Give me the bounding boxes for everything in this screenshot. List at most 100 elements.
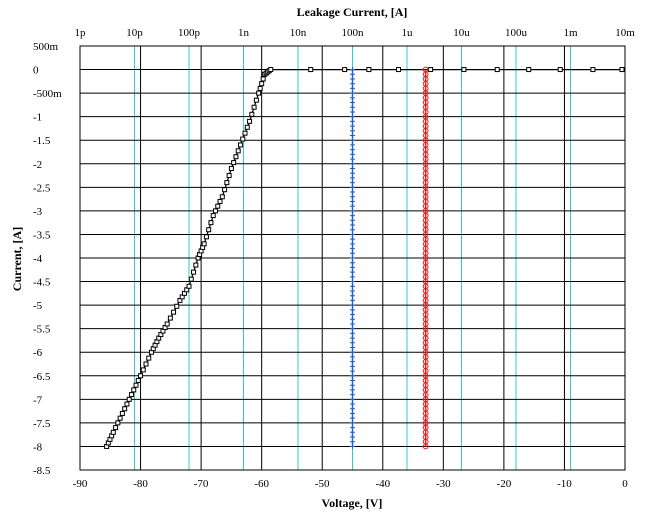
data-point-square bbox=[526, 67, 532, 73]
data-point-plus bbox=[350, 198, 355, 204]
data-point-square bbox=[242, 130, 248, 136]
top-tick-label: 1n bbox=[238, 27, 250, 39]
data-point-plus bbox=[350, 208, 355, 214]
tick-labels: 1p 10p 100p 1n 10n 100n 1u 10u 100u 1m 10m-90 -80 -7… bbox=[33, 27, 635, 490]
data-point-plus bbox=[350, 222, 355, 228]
data-point-plus bbox=[350, 288, 355, 294]
bottom-tick-label: -10 bbox=[557, 478, 572, 490]
data-point-plus bbox=[350, 359, 355, 365]
data-point-plus bbox=[350, 81, 355, 87]
data-point-plus bbox=[350, 194, 355, 200]
data-point-plus bbox=[350, 76, 355, 82]
data-point-plus bbox=[350, 406, 355, 412]
data-point-square bbox=[557, 67, 563, 73]
data-point-plus bbox=[350, 443, 355, 449]
left-tick-label: -3 bbox=[33, 206, 43, 218]
data-point-square bbox=[126, 396, 132, 402]
data-point-square bbox=[193, 262, 199, 268]
bottom-tick-label: -50 bbox=[315, 478, 330, 490]
left-tick-label: -4 bbox=[33, 253, 43, 265]
plot-frame bbox=[79, 45, 626, 471]
data-point-square bbox=[122, 406, 128, 412]
top-tick-label: 100u bbox=[505, 27, 528, 39]
data-point-square bbox=[428, 67, 434, 73]
data-point-plus bbox=[350, 279, 355, 285]
top-tick-label: 100n bbox=[342, 27, 365, 39]
data-point-square bbox=[115, 420, 121, 426]
data-point-plus bbox=[350, 368, 355, 374]
data-point-square bbox=[143, 361, 149, 367]
data-point-square bbox=[259, 81, 265, 87]
data-point-plus bbox=[350, 373, 355, 379]
left-tick-label: -1 bbox=[33, 112, 42, 124]
data-point-plus bbox=[350, 312, 355, 318]
data-point-plus bbox=[350, 142, 355, 148]
data-point-plus bbox=[350, 231, 355, 237]
data-point-plus bbox=[350, 439, 355, 445]
data-point-square bbox=[146, 355, 152, 361]
data-point-plus bbox=[350, 302, 355, 308]
data-point-square bbox=[251, 104, 257, 110]
data-point-plus bbox=[350, 434, 355, 440]
left-tick-label: -8.5 bbox=[33, 465, 51, 477]
top-tick-label: 10p bbox=[126, 27, 143, 39]
top-tick-label: 1u bbox=[402, 27, 414, 39]
top-tick-label: 10m bbox=[615, 27, 635, 39]
data-point-square bbox=[233, 154, 239, 160]
data-point-plus bbox=[350, 90, 355, 96]
data-point-plus bbox=[350, 335, 355, 341]
data-point-square bbox=[256, 90, 262, 96]
data-point-square bbox=[228, 165, 234, 171]
bottom-tick-label: -80 bbox=[133, 478, 148, 490]
data-point-plus bbox=[350, 184, 355, 190]
data-point-plus bbox=[350, 104, 355, 110]
left-tick-label: -8 bbox=[33, 441, 43, 453]
left-tick-label: -5 bbox=[33, 300, 43, 312]
left-tick-label: -7 bbox=[33, 394, 43, 406]
data-point-plus bbox=[350, 392, 355, 398]
left-tick-label: 500m bbox=[33, 41, 59, 53]
data-point-plus bbox=[350, 429, 355, 435]
data-point-plus bbox=[350, 170, 355, 176]
data-point-square bbox=[247, 118, 253, 124]
data-point-plus bbox=[350, 387, 355, 393]
data-point-square bbox=[619, 67, 625, 73]
data-point-plus bbox=[350, 260, 355, 266]
data-point-square bbox=[260, 76, 266, 82]
data-point-plus bbox=[350, 71, 355, 77]
data-point-plus bbox=[350, 377, 355, 383]
bottom-tick-label: -60 bbox=[254, 478, 269, 490]
data-point-plus bbox=[350, 236, 355, 242]
data-point-plus bbox=[350, 330, 355, 336]
data-point-square bbox=[210, 213, 216, 219]
data-point-plus bbox=[350, 241, 355, 247]
data-point-plus bbox=[350, 246, 355, 252]
data-point-square bbox=[231, 160, 237, 166]
data-point-plus bbox=[350, 250, 355, 256]
data-point-square bbox=[222, 187, 228, 193]
bottom-tick-label: -30 bbox=[436, 478, 451, 490]
data-point-square bbox=[138, 373, 144, 379]
top-tick-label: 1p bbox=[75, 27, 87, 39]
data-point-plus bbox=[350, 156, 355, 162]
data-point-plus bbox=[350, 307, 355, 313]
data-point-plus bbox=[350, 420, 355, 426]
data-point-square bbox=[396, 67, 402, 73]
data-point-plus bbox=[350, 189, 355, 195]
data-point-plus bbox=[350, 67, 355, 73]
data-point-square bbox=[117, 415, 123, 421]
bottom-tick-label: -90 bbox=[73, 478, 88, 490]
top-tick-label: 10u bbox=[453, 27, 470, 39]
data-point-circle bbox=[422, 66, 429, 73]
data-point-plus bbox=[350, 363, 355, 369]
data-point-plus bbox=[350, 114, 355, 120]
data-point-square bbox=[203, 234, 209, 240]
series-layer bbox=[104, 66, 625, 450]
data-point-plus bbox=[350, 382, 355, 388]
data-point-plus bbox=[350, 293, 355, 299]
data-point-square bbox=[212, 208, 218, 214]
bottom-tick-label: -70 bbox=[194, 478, 209, 490]
data-point-square bbox=[174, 303, 180, 309]
data-point-plus bbox=[350, 264, 355, 270]
data-point-square bbox=[461, 67, 467, 73]
